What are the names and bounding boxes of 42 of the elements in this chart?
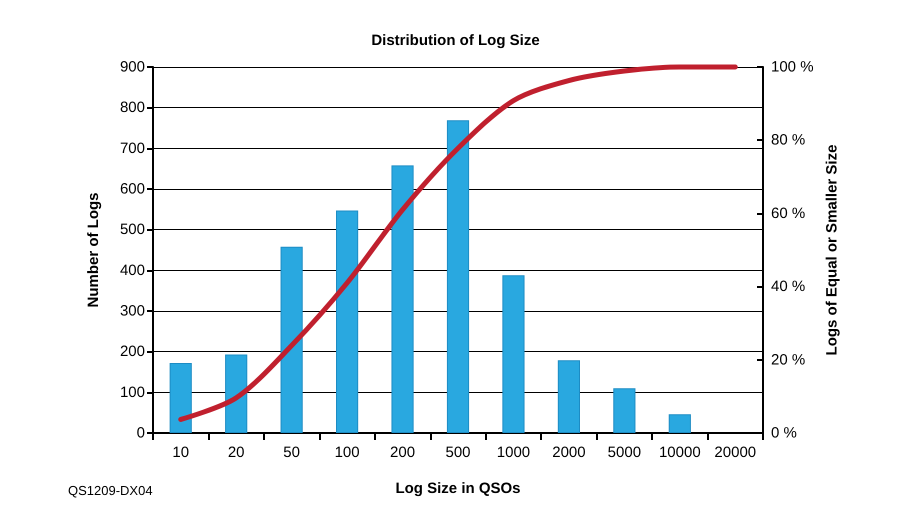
bar xyxy=(336,210,358,433)
x-tick-label: 20000 xyxy=(714,444,756,461)
chart-title: Distribution of Log Size xyxy=(371,32,540,49)
x-tick-label: 100 xyxy=(334,444,360,461)
y-tick-label: 400 xyxy=(120,262,145,279)
bar xyxy=(502,275,525,433)
y-tick-label: 0 xyxy=(136,424,145,442)
x-tick-label: 2000 xyxy=(552,444,586,461)
y-tick-label: 600 xyxy=(120,180,145,198)
y-tick-label: 900 xyxy=(120,58,145,76)
x-tick-label: 50 xyxy=(283,444,300,461)
x-axis-title: Log Size in QSOs xyxy=(395,480,521,497)
bar xyxy=(613,388,636,433)
text: QS1209-DX04 xyxy=(68,483,153,498)
y2-axis-title: Logs of Equal or Smaller Size xyxy=(823,144,840,356)
y2-tick-label: 60 % xyxy=(771,204,806,222)
y-tick-label: 500 xyxy=(120,221,145,238)
x-tick-label: 200 xyxy=(390,444,416,461)
y-tick-label: 800 xyxy=(120,99,145,116)
x-tick-label: 5000 xyxy=(608,444,642,461)
bar xyxy=(391,165,414,433)
y-tick-label: 100 xyxy=(120,384,145,401)
x-tick-label: 10 xyxy=(172,444,190,461)
bar xyxy=(225,354,248,433)
x-tick-label: 20 xyxy=(228,444,245,461)
y2-tick-label: 100 % xyxy=(771,58,814,76)
y-tick-label: 700 xyxy=(120,140,145,157)
y-axis-title: Number of Logs xyxy=(85,192,102,308)
x-tick-label: 500 xyxy=(445,444,471,461)
bar xyxy=(668,414,691,433)
x-tick-label: 10000 xyxy=(658,444,701,461)
y2-tick-label: 0 % xyxy=(771,424,797,442)
y-tick-label: 300 xyxy=(120,302,145,320)
y-tick-label: 200 xyxy=(120,343,145,360)
bar xyxy=(170,363,192,433)
y2-tick-label: 20 % xyxy=(771,351,806,368)
x-tick-label: 1000 xyxy=(496,444,530,461)
bar xyxy=(446,120,470,433)
bar xyxy=(558,360,580,433)
bar xyxy=(280,246,303,433)
y2-tick-label: 80 % xyxy=(771,132,806,149)
y2-tick-label: 40 % xyxy=(771,278,806,296)
